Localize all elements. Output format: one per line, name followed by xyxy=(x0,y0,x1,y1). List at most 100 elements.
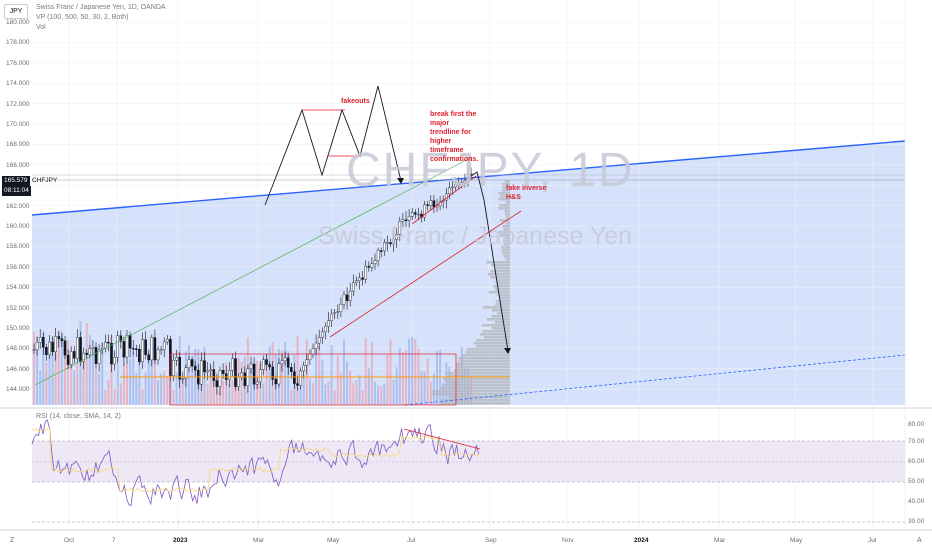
price-tick: 166.000 xyxy=(6,161,30,169)
auto-scale-button[interactable]: A xyxy=(917,537,922,544)
price-tick: 152.000 xyxy=(6,304,30,312)
volume-bar xyxy=(414,338,417,405)
lower-dashed-line xyxy=(404,354,906,406)
vp-bar xyxy=(487,273,510,276)
volume-bar xyxy=(54,352,57,405)
volume-bar xyxy=(181,378,184,405)
rsi-indicator-label[interactable]: RSI (14, close, SMA, 14, 2) xyxy=(36,413,121,420)
volume-bar xyxy=(312,382,314,405)
vp-bar xyxy=(456,363,510,366)
time-tick: 2023 xyxy=(173,537,188,544)
volume-bar xyxy=(212,381,215,405)
volume-bar xyxy=(287,351,290,405)
candle-body xyxy=(274,379,278,385)
candle-body xyxy=(153,337,157,361)
volume-bar xyxy=(122,363,125,405)
volume-bar xyxy=(346,361,349,405)
volume-bar xyxy=(132,351,135,405)
candle-body xyxy=(389,242,392,245)
volume-bar xyxy=(364,338,367,405)
candle-body xyxy=(203,360,206,373)
candle-body xyxy=(432,200,436,208)
break-trendline-note[interactable]: break first the major trendline for higher t… xyxy=(430,110,478,164)
price-tick: 150.000 xyxy=(6,325,30,332)
vp-bar xyxy=(441,399,510,402)
volume-bar xyxy=(383,383,386,405)
vp-bar xyxy=(505,216,510,219)
candle-body xyxy=(221,370,225,374)
candle-body xyxy=(352,282,355,292)
volume-bar xyxy=(327,381,330,405)
volume-bar xyxy=(60,331,63,405)
break-note-line: trendline for xyxy=(430,129,471,136)
volume-bar xyxy=(333,389,336,405)
timezone-button[interactable]: Z xyxy=(10,537,15,544)
vp-bar xyxy=(447,375,510,378)
vp-bar xyxy=(455,366,510,369)
candle-body xyxy=(277,363,281,385)
candle-body xyxy=(342,294,346,305)
volume-bar xyxy=(95,369,97,405)
candle-body xyxy=(162,341,166,350)
candle-body xyxy=(327,320,330,327)
vp-bar xyxy=(483,336,510,339)
candle-body xyxy=(38,337,42,343)
candle-body xyxy=(293,371,296,384)
volume-bar xyxy=(209,365,212,405)
symbol-search-button[interactable]: JPY xyxy=(4,4,28,19)
candle-body xyxy=(60,338,64,341)
time-tick: Oct xyxy=(64,537,75,544)
candle-body xyxy=(227,370,231,380)
candle-body xyxy=(181,378,185,380)
candle-body xyxy=(448,187,451,194)
fakeouts-note[interactable]: fakeouts xyxy=(341,98,370,105)
price-tick: 158.000 xyxy=(6,243,30,251)
candle-body xyxy=(361,277,364,280)
vp-bar xyxy=(503,228,510,231)
rsi-divergence-line xyxy=(403,428,481,450)
time-tick: 2024 xyxy=(634,537,649,544)
candle-body xyxy=(215,380,219,387)
volume-bar xyxy=(188,345,190,405)
vp-bar xyxy=(466,348,510,351)
price-tick: 144.000 xyxy=(6,386,30,394)
vp-bar xyxy=(495,282,510,285)
volume-bar xyxy=(315,343,318,405)
volume-bar xyxy=(104,389,107,405)
candle-body xyxy=(85,352,88,355)
volume-indicator-label[interactable]: Vol xyxy=(36,24,46,31)
rsi-sma-line xyxy=(31,428,479,493)
volume-bar xyxy=(281,350,283,405)
price-candles xyxy=(32,167,473,396)
candle-body xyxy=(66,354,70,365)
candle-body xyxy=(265,359,268,365)
candle-body xyxy=(119,335,123,342)
candle-body xyxy=(187,359,191,368)
candle-body xyxy=(131,348,135,350)
fake-hs-note[interactable]: fake inverse H&S xyxy=(506,184,546,202)
vp-bar xyxy=(499,297,510,300)
break-note-line: confirmations. xyxy=(430,156,479,163)
candle-body xyxy=(116,335,119,358)
vp-bar xyxy=(495,321,510,324)
vp-indicator-label[interactable]: VP (100, 500, 50, 30, 2, Both) xyxy=(36,14,129,21)
candle-body xyxy=(193,365,197,371)
candle-body xyxy=(54,336,57,353)
candle-body xyxy=(243,372,247,386)
volume-bar xyxy=(284,341,287,405)
candle-body xyxy=(172,360,175,376)
candle-body xyxy=(330,313,333,321)
volume-bar xyxy=(361,389,364,405)
hs-note-line: fake inverse xyxy=(506,185,547,192)
volume-bar xyxy=(339,372,342,405)
candle-body xyxy=(451,186,454,189)
volume-bar xyxy=(206,383,209,405)
break-note-line: break first the xyxy=(430,111,477,118)
volume-bar xyxy=(45,362,48,405)
candle-body xyxy=(128,335,132,349)
candle-body xyxy=(178,357,182,380)
volume-bar xyxy=(420,371,423,405)
vp-bar xyxy=(504,180,510,183)
volume-bar xyxy=(141,389,144,405)
